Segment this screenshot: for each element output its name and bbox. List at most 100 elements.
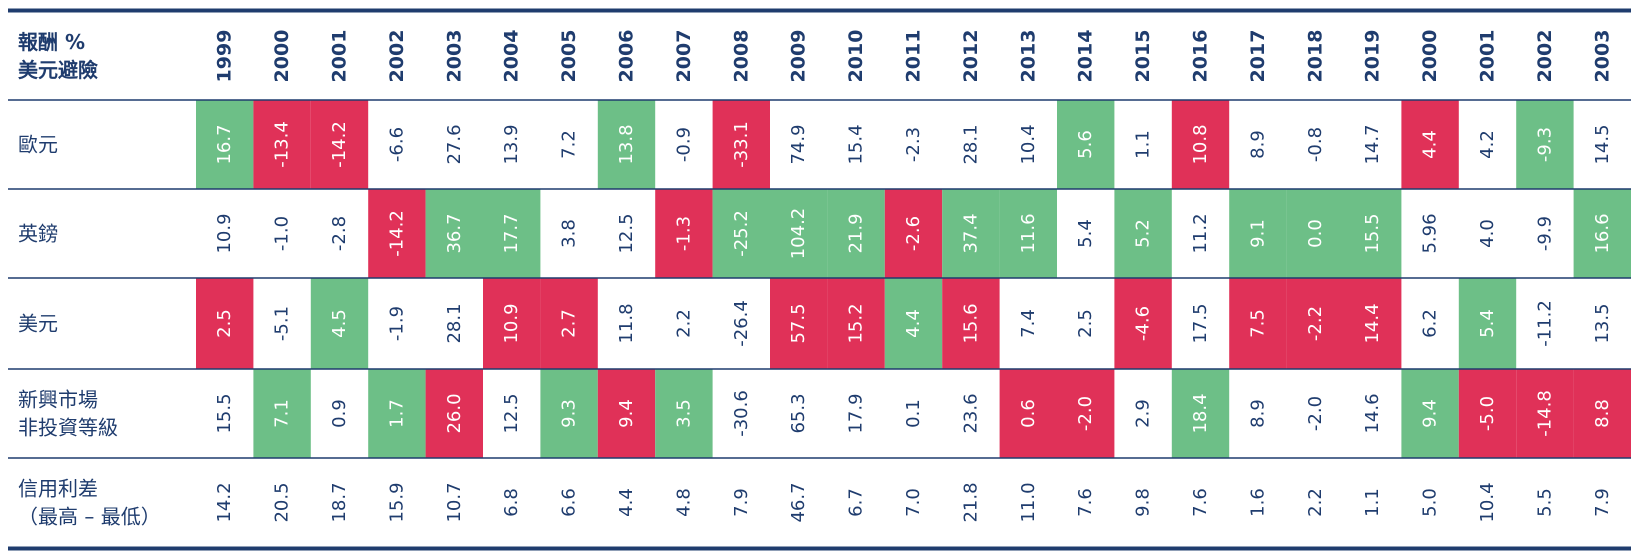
- cell-value: 0.6: [1018, 399, 1039, 428]
- highlight-cell: [196, 100, 254, 189]
- year-header: 2016: [1190, 30, 1212, 83]
- cell-value: 16.6: [1592, 213, 1613, 253]
- year-header: 2007: [673, 30, 695, 83]
- cell-value: 14.7: [1362, 124, 1383, 164]
- cell-value: -25.2: [731, 210, 752, 257]
- cell-value: -33.1: [731, 121, 752, 168]
- highlight-cell: [253, 100, 311, 189]
- cell-value: -2.0: [1075, 396, 1096, 431]
- year-header: 2018: [1304, 30, 1326, 83]
- highlight-cell: [1401, 100, 1459, 189]
- cell-value: 4.4: [903, 309, 924, 338]
- cell-value: 8.9: [1247, 399, 1268, 428]
- cell-value: 2.7: [559, 309, 580, 338]
- cell-value: -14.8: [1534, 390, 1555, 437]
- cell-value: -14.2: [386, 210, 407, 257]
- cell-value: -9.9: [1534, 216, 1555, 251]
- cell-value: -1.3: [673, 216, 694, 251]
- cell-value: 4.2: [1477, 130, 1498, 159]
- cell-value: 16.7: [214, 124, 235, 164]
- highlight-cell: [310, 278, 369, 369]
- cell-value: -30.6: [731, 390, 752, 437]
- cell-value: -14.2: [329, 121, 350, 168]
- cell-value: 15.6: [960, 303, 981, 343]
- cell-value: 74.9: [788, 124, 809, 164]
- highlight-cell: [1286, 278, 1344, 369]
- cell-value: 7.6: [1075, 488, 1096, 517]
- cell-value: 65.3: [788, 393, 809, 433]
- cell-value: 10.8: [1190, 124, 1211, 164]
- cell-value: 5.4: [1477, 309, 1498, 338]
- header-label: 報酬 %: [18, 30, 85, 54]
- cell-value: 5.4: [1075, 219, 1096, 248]
- highlight-cell: [1286, 189, 1344, 278]
- cell-value: 0.9: [329, 399, 350, 428]
- cell-value: 5.0: [1420, 488, 1441, 517]
- cell-value: 4.4: [616, 488, 637, 517]
- highlight-cell: [1229, 278, 1287, 369]
- cell-value: 6.7: [846, 488, 867, 517]
- cell-value: 5.5: [1534, 488, 1555, 517]
- cell-value: 2.5: [214, 309, 235, 338]
- highlight-cell: [425, 189, 483, 278]
- cell-value: 15.4: [846, 124, 867, 164]
- highlight-cell: [884, 278, 943, 369]
- cell-value: 9.3: [559, 399, 580, 428]
- highlight-cell: [310, 100, 369, 189]
- cell-value: -26.4: [731, 300, 752, 347]
- cell-value: 7.6: [1190, 488, 1211, 517]
- cell-value: -1.9: [386, 306, 407, 341]
- cell-value: 23.6: [960, 393, 981, 433]
- highlight-cell: [540, 369, 598, 458]
- cell-value: 26.0: [444, 393, 465, 433]
- year-header: 2006: [616, 30, 638, 83]
- highlight-cell: [884, 189, 943, 278]
- cell-value: 21.8: [960, 482, 981, 522]
- highlight-cell: [1344, 189, 1402, 278]
- cell-value: 1.7: [386, 399, 407, 428]
- highlight-cell: [827, 278, 885, 369]
- header-bg: [8, 12, 1631, 100]
- cell-value: 7.5: [1247, 309, 1268, 338]
- row-label: 新興市場: [18, 388, 98, 412]
- cell-value: 36.7: [444, 213, 465, 253]
- highlight-cell: [597, 100, 656, 189]
- highlight-cell: [770, 278, 828, 369]
- highlight-cell: [1516, 100, 1574, 189]
- row-label: 非投資等級: [18, 416, 118, 440]
- cell-value: 0.1: [903, 399, 924, 428]
- cell-value: 20.5: [272, 482, 293, 522]
- cell-value: 0.0: [1305, 219, 1326, 248]
- cell-value: 12.5: [501, 393, 522, 433]
- cell-value: 17.7: [501, 213, 522, 253]
- cell-value: 10.9: [501, 303, 522, 343]
- highlight-cell: [1573, 369, 1631, 458]
- cell-value: 21.9: [846, 213, 867, 253]
- cell-value: 9.4: [616, 399, 637, 428]
- cell-value: 46.7: [788, 482, 809, 522]
- year-header: 2000: [1419, 30, 1441, 83]
- highlight-cell: [1344, 278, 1402, 369]
- cell-value: -2.8: [329, 216, 350, 251]
- year-header: 2000: [271, 30, 293, 83]
- year-header: 2013: [1017, 30, 1039, 83]
- cell-value: 2.5: [1075, 309, 1096, 338]
- highlight-cell: [196, 278, 254, 369]
- year-header: 2005: [558, 30, 580, 83]
- highlight-cell: [1114, 278, 1172, 369]
- cell-value: -2.2: [1305, 306, 1326, 341]
- cell-value: 11.8: [616, 303, 637, 343]
- year-header: 2003: [1591, 30, 1613, 83]
- cell-value: -11.2: [1534, 300, 1555, 347]
- cell-value: 104.2: [788, 208, 809, 260]
- cell-value: 37.4: [960, 213, 981, 253]
- cell-value: 18.7: [329, 482, 350, 522]
- cell-value: 11.2: [1190, 213, 1211, 253]
- highlight-cell: [597, 369, 656, 458]
- year-header: 2002: [386, 30, 408, 83]
- cell-value: -6.6: [386, 127, 407, 162]
- cell-value: 7.4: [1018, 309, 1039, 338]
- year-header: 2008: [730, 30, 752, 83]
- cell-value: 13.9: [501, 124, 522, 164]
